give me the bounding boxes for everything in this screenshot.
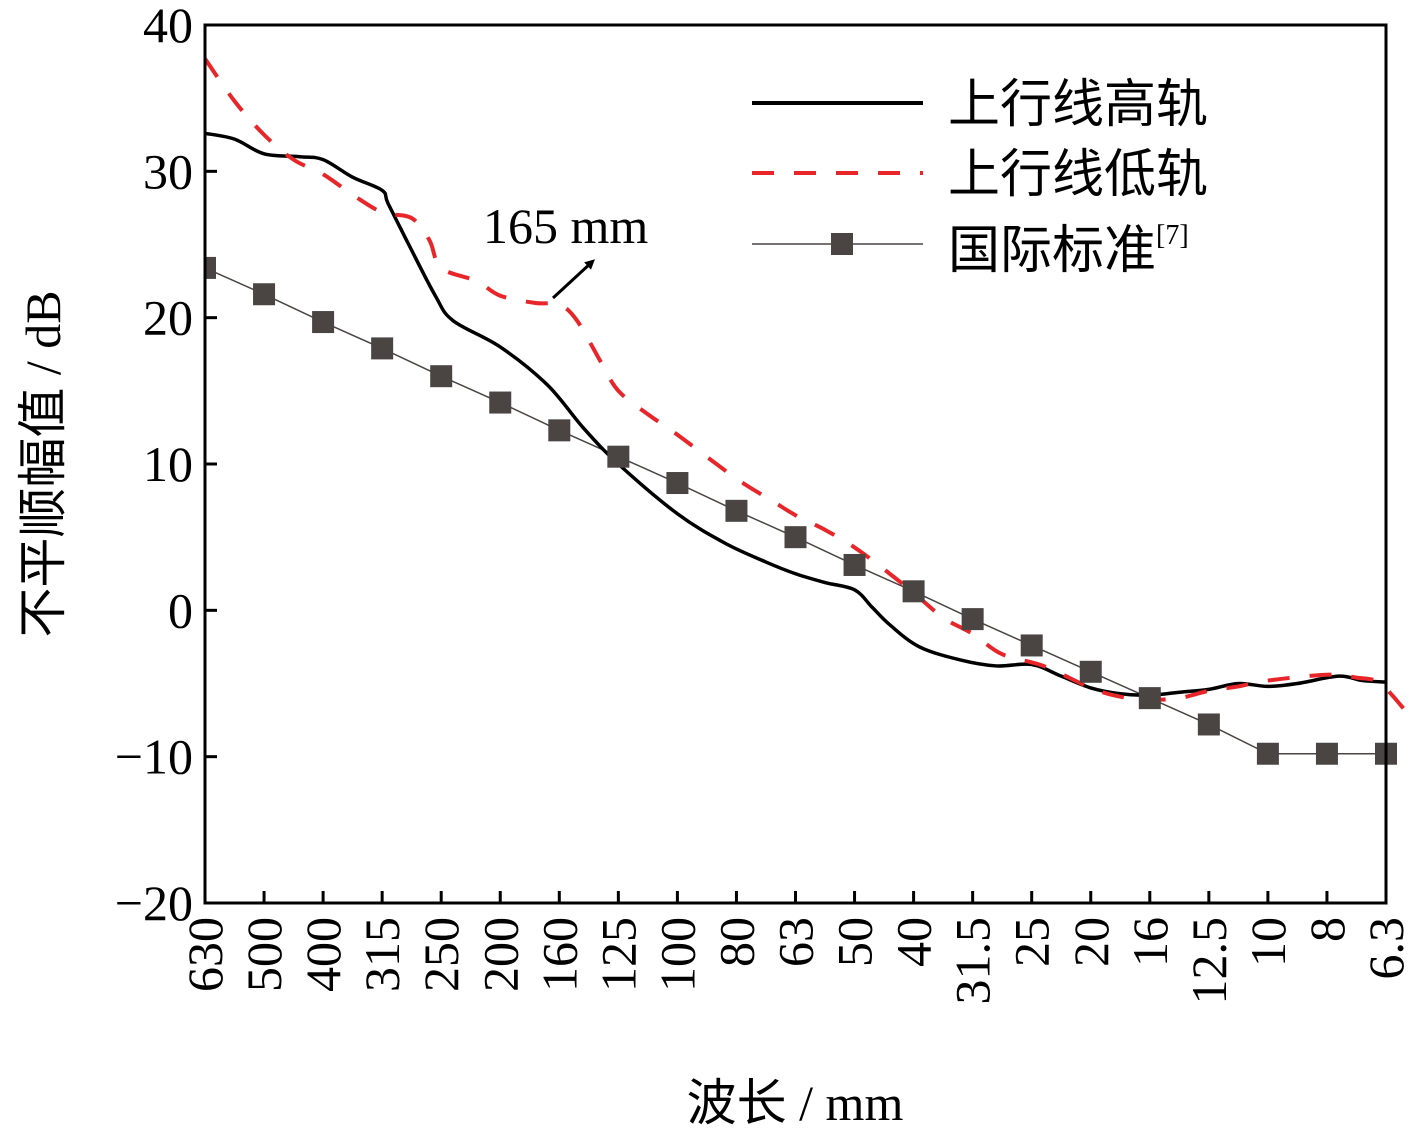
standard-point-marker [312, 311, 335, 334]
standard-point-marker [1197, 713, 1220, 736]
x-tick-label: 25 [1004, 917, 1060, 967]
series-layer [205, 57, 1412, 765]
x-tick-label: 63 [768, 917, 824, 967]
series-high-rail-line [205, 131, 1387, 698]
standard-point-marker [1138, 687, 1161, 710]
x-tick-label: 12.5 [1181, 917, 1237, 1005]
y-tick-label: −10 [115, 729, 193, 785]
standard-point-marker [205, 256, 216, 279]
legend-label-low: 上行线低轨 [948, 147, 1208, 204]
legend-marker-standard [831, 233, 853, 255]
standard-point-marker [548, 419, 571, 442]
x-tick-label: 400 [295, 917, 351, 992]
standard-point-marker [1256, 742, 1279, 765]
standard-point-marker [666, 472, 689, 495]
y-tick-label: 0 [168, 582, 193, 638]
plot-frame [203, 23, 1388, 905]
legend-label-standard: 国际标准[7] [948, 220, 1189, 280]
standard-point-marker [902, 580, 925, 603]
standard-point-marker [1079, 660, 1102, 683]
y-tick-label: 10 [143, 436, 193, 492]
standard-point-marker [784, 526, 807, 549]
x-tick-label: 630 [177, 917, 233, 992]
y-tick-label: 30 [143, 143, 193, 199]
legend: 上行线高轨 上行线低轨 国际标准[7] [752, 77, 1208, 280]
annotation-arrow [551, 259, 595, 300]
x-tick-label: 160 [531, 917, 587, 992]
annotation-text: 165 mm [483, 198, 648, 254]
x-tick-label: 80 [708, 917, 764, 967]
x-tick-label: 6.3 [1358, 917, 1412, 980]
x-tick-label: 500 [236, 917, 292, 992]
x-tick-label: 10 [1240, 917, 1296, 967]
x-axis-label: 波长 / mm [687, 1075, 904, 1131]
x-tick-label: 8 [1299, 917, 1355, 942]
legend-label-high: 上行线高轨 [948, 77, 1208, 134]
y-tick-label: −20 [115, 875, 193, 931]
x-tick-label: 50 [827, 917, 883, 967]
y-axis-label: 不平顺幅值 / dB [15, 290, 71, 637]
standard-point-marker [843, 553, 866, 576]
x-tick-label: 200 [472, 917, 528, 992]
standard-point-marker [961, 608, 984, 631]
standard-point-marker [607, 445, 630, 468]
series-low-rail-line [205, 57, 1412, 718]
standard-point-marker [1315, 742, 1338, 765]
legend-label-standard-sup: [7] [1156, 220, 1189, 251]
legend-label-standard-text: 国际标准 [948, 223, 1156, 280]
standard-point-marker [371, 337, 394, 360]
x-tick-label: 250 [413, 917, 469, 992]
x-tick-label: 16 [1122, 917, 1178, 967]
x-tick-label: 20 [1063, 917, 1119, 967]
x-tick-label: 100 [649, 917, 705, 992]
x-tick-label: 31.5 [945, 917, 1001, 1005]
x-tick-label: 125 [590, 917, 646, 992]
y-tick-label: 20 [143, 290, 193, 346]
x-tick-label: 315 [354, 917, 410, 992]
standard-point-marker [253, 283, 276, 306]
x-tick-label: 40 [886, 917, 942, 967]
standard-point-marker [489, 391, 512, 414]
standard-point-marker [430, 365, 453, 388]
y-tick-label: 40 [143, 0, 193, 53]
standard-point-marker [1020, 634, 1043, 657]
standard-point-marker [725, 499, 748, 522]
